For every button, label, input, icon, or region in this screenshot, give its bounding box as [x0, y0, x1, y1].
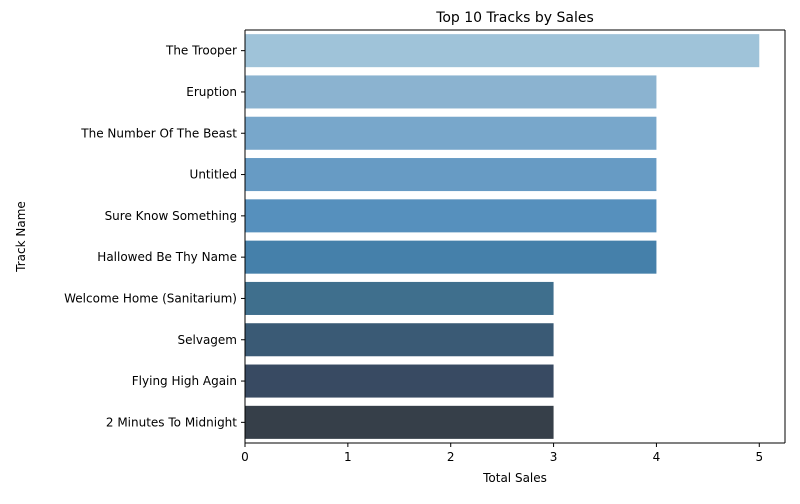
x-tick-label: 0 — [241, 450, 249, 464]
y-tick-label: Sure Know Something — [105, 209, 237, 223]
chart-title: Top 10 Tracks by Sales — [435, 10, 594, 26]
bar-6 — [245, 240, 657, 274]
x-tick-label: 4 — [653, 450, 661, 464]
y-tick-label: Welcome Home (Sanitarium) — [64, 291, 237, 305]
bar-10 — [245, 405, 554, 439]
y-tick-label: The Number Of The Beast — [80, 126, 237, 140]
x-tick-label: 2 — [447, 450, 455, 464]
y-tick-label: Hallowed Be Thy Name — [97, 250, 237, 264]
bar-7 — [245, 281, 554, 315]
x-tick-label: 5 — [755, 450, 763, 464]
bar-1 — [245, 34, 760, 68]
bar-3 — [245, 116, 657, 150]
y-axis-label: Track Name — [14, 201, 28, 273]
y-tick-label: 2 Minutes To Midnight — [106, 415, 237, 429]
bar-8 — [245, 323, 554, 357]
x-axis-label: Total Sales — [482, 471, 547, 485]
bar-4 — [245, 158, 657, 192]
bar-2 — [245, 75, 657, 109]
bars-group — [245, 34, 760, 439]
y-axis-ticks: The Trooper Eruption The Number Of The Bea… — [64, 44, 245, 429]
x-axis-ticks: 0 1 2 3 4 5 — [241, 443, 763, 464]
y-tick-label: Selvagem — [178, 333, 237, 347]
y-tick-label: Eruption — [186, 85, 237, 99]
bar-5 — [245, 199, 657, 233]
x-tick-label: 3 — [550, 450, 558, 464]
y-tick-label: The Trooper — [165, 44, 237, 58]
x-tick-label: 1 — [344, 450, 352, 464]
bar-9 — [245, 364, 554, 398]
y-tick-label: Flying High Again — [132, 374, 237, 388]
y-tick-label: Untitled — [190, 168, 237, 182]
